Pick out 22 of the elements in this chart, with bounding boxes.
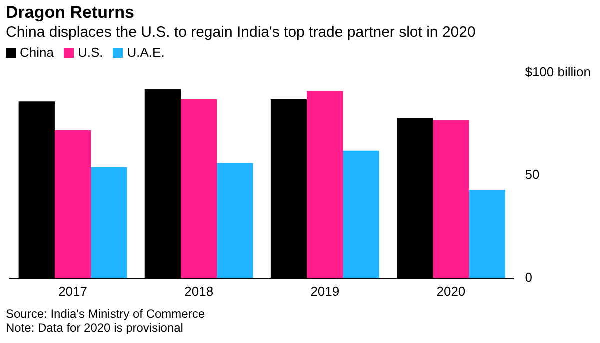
x-tick-label: 2019 — [310, 284, 340, 299]
chart-subtitle: China displaces the U.S. to regain India's top trade partner slot in 2020 — [6, 24, 476, 41]
bar — [343, 150, 380, 278]
chart-title: Dragon Returns — [6, 3, 134, 23]
legend-label: China — [19, 45, 54, 60]
bar — [433, 120, 470, 278]
legend-label: U.S. — [76, 45, 104, 60]
x-tick-label: 2020 — [436, 284, 466, 299]
bar — [91, 167, 128, 278]
legend-label: U.A.E. — [126, 45, 165, 60]
bar — [469, 190, 506, 278]
bar — [307, 91, 344, 278]
x-tick-label: 2017 — [58, 284, 88, 299]
y-tick-label: 50 — [525, 167, 540, 182]
text: Note: Data for 2020 is provisional — [6, 321, 184, 335]
source-note: Source: India's Ministry of Commerce — [6, 307, 206, 321]
bar — [181, 100, 218, 278]
bar — [54, 130, 92, 278]
x-tick-label: 2018 — [184, 284, 214, 299]
y-tick-label: $100 billion — [525, 64, 592, 80]
bar — [217, 163, 254, 278]
y-tick-label: 0 — [525, 270, 532, 285]
